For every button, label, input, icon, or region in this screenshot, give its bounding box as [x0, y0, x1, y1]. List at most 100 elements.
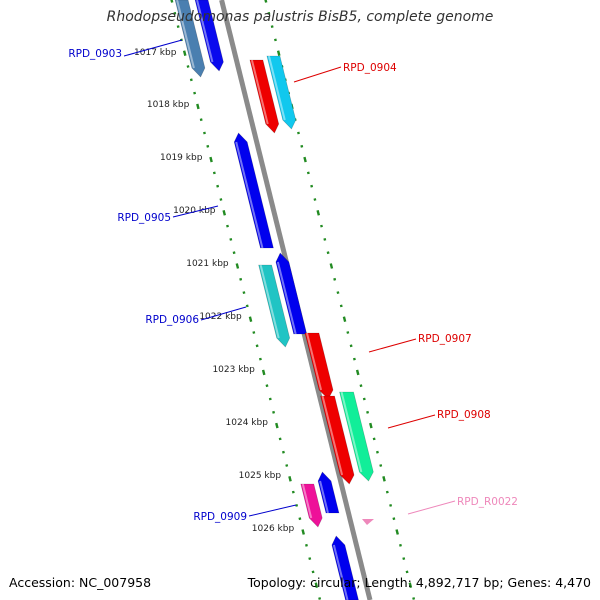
gene-features [174, 0, 374, 600]
tick-mark [219, 198, 223, 201]
tick-mark [311, 570, 315, 574]
gene-rpd0904-b [266, 55, 297, 130]
gene-rpd0906-b-shine [276, 261, 297, 335]
scale-label: 1024 kbp [226, 418, 269, 428]
tick-mark [276, 50, 281, 56]
tick-mark [314, 582, 319, 588]
gene-label: RPD_0907 [418, 333, 472, 345]
tick-mark [308, 557, 312, 560]
scale-label: 1021 kbp [186, 259, 229, 269]
tick-mark [379, 464, 383, 467]
tick-mark [342, 316, 347, 322]
tick-mark [313, 198, 317, 201]
gene-rpd0903-b-shine [196, 0, 214, 63]
tick-mark [170, 0, 174, 3]
scale-label: 1018 kbp [147, 100, 190, 110]
tick-mark [235, 263, 240, 269]
gene-rpd0904-a [249, 59, 280, 134]
tick-mark [206, 144, 210, 148]
tick-mark [285, 464, 289, 467]
gene-label: RPD_0905 [117, 212, 171, 224]
gene-rpd0910-shine [332, 544, 349, 600]
scale-labels: 1017 kbp 1018 kbp 1019 kbp 1020 kbp 1021 kbp… [134, 48, 294, 534]
tick-mark [176, 25, 180, 28]
scale-label: 1017 kbp [134, 48, 177, 58]
tick-mark [242, 291, 246, 294]
tick-mark [209, 156, 213, 163]
gene-rpd0907 [304, 332, 334, 400]
tick-mark [372, 437, 376, 441]
gene-label: RPD_0906 [145, 314, 199, 326]
tick-mark [226, 224, 229, 228]
tick-mark [261, 369, 266, 376]
scale-label: 1026 kbp [252, 524, 295, 534]
tick-mark [349, 344, 353, 348]
gene-rpd0904-b-shine [267, 55, 286, 121]
tick-mark [255, 344, 259, 348]
gene-rpd0908-a [320, 395, 355, 485]
tick-mark [395, 529, 399, 535]
label-leader-line [248, 504, 297, 517]
gene-rpd0903-a [174, 0, 206, 78]
tick-mark [336, 291, 340, 294]
tick-mark [362, 397, 366, 401]
gene-rpd0905-shine [235, 141, 264, 249]
gene-label: RPD_0908 [437, 409, 491, 421]
tick-mark [305, 543, 308, 547]
tick-mark [274, 38, 277, 42]
tick-mark [339, 304, 343, 308]
gene-label: RPD_0909 [193, 511, 247, 523]
tick-mark [323, 238, 327, 241]
tick-mark [346, 331, 350, 334]
tick-mark [212, 171, 216, 175]
tick-mark [182, 50, 187, 56]
tick-mark [291, 490, 295, 494]
gene-rpd0908-a-shine [321, 395, 344, 476]
tick-mark [173, 11, 177, 15]
tick-mark [297, 131, 300, 135]
tick-mark [375, 450, 379, 454]
label-leader-line [387, 414, 436, 429]
tick-mark [352, 357, 356, 361]
accession-text: Accession: NC_007958 [9, 575, 152, 590]
tick-mark [278, 437, 282, 441]
gene-rpd0905 [233, 132, 274, 249]
tick-mark [333, 277, 337, 281]
scale-label: 1019 kbp [160, 153, 203, 163]
gene-label: RPD_R0022 [457, 496, 518, 508]
scale-label: 1023 kbp [212, 365, 255, 375]
tick-mark [399, 543, 402, 547]
tick-mark [196, 103, 200, 110]
gene-rpd0904-a-shine [250, 59, 269, 125]
tick-mark [402, 557, 406, 560]
tick-mark [408, 582, 413, 588]
tick-mark [267, 11, 271, 15]
tick-mark [265, 384, 269, 388]
tick-mark [248, 316, 253, 322]
tick-mark [298, 517, 302, 521]
tick-mark [300, 144, 304, 148]
gene-labels: RPD_0903 RPD_0904 RPD_0905 RPD_0906 RPD_0907… [68, 39, 518, 523]
gene-rpd0908-b-shine [340, 391, 363, 473]
tick-mark [270, 25, 274, 28]
map-title: Rhodopseudomonas palustris BisB5, comple… [106, 9, 494, 25]
gene-rpd-r0022 [362, 519, 374, 525]
tick-mark [216, 184, 220, 188]
tick-mark [405, 570, 409, 574]
tick-mark [281, 450, 285, 454]
tick-mark [245, 304, 249, 308]
tick-mark [186, 65, 190, 68]
tick-mark [264, 0, 268, 3]
tick-mark [359, 384, 363, 388]
tick-mark [222, 210, 227, 216]
label-leader-line [123, 39, 183, 57]
tick-mark [295, 504, 299, 507]
tick-mark [320, 224, 323, 228]
gene-rpd0903-b [194, 0, 224, 72]
tick-mark [288, 476, 292, 482]
label-leader-line [407, 500, 456, 515]
tick-mark [385, 490, 389, 494]
gene-rpd0908-b [339, 391, 374, 482]
tick-mark [310, 184, 314, 188]
